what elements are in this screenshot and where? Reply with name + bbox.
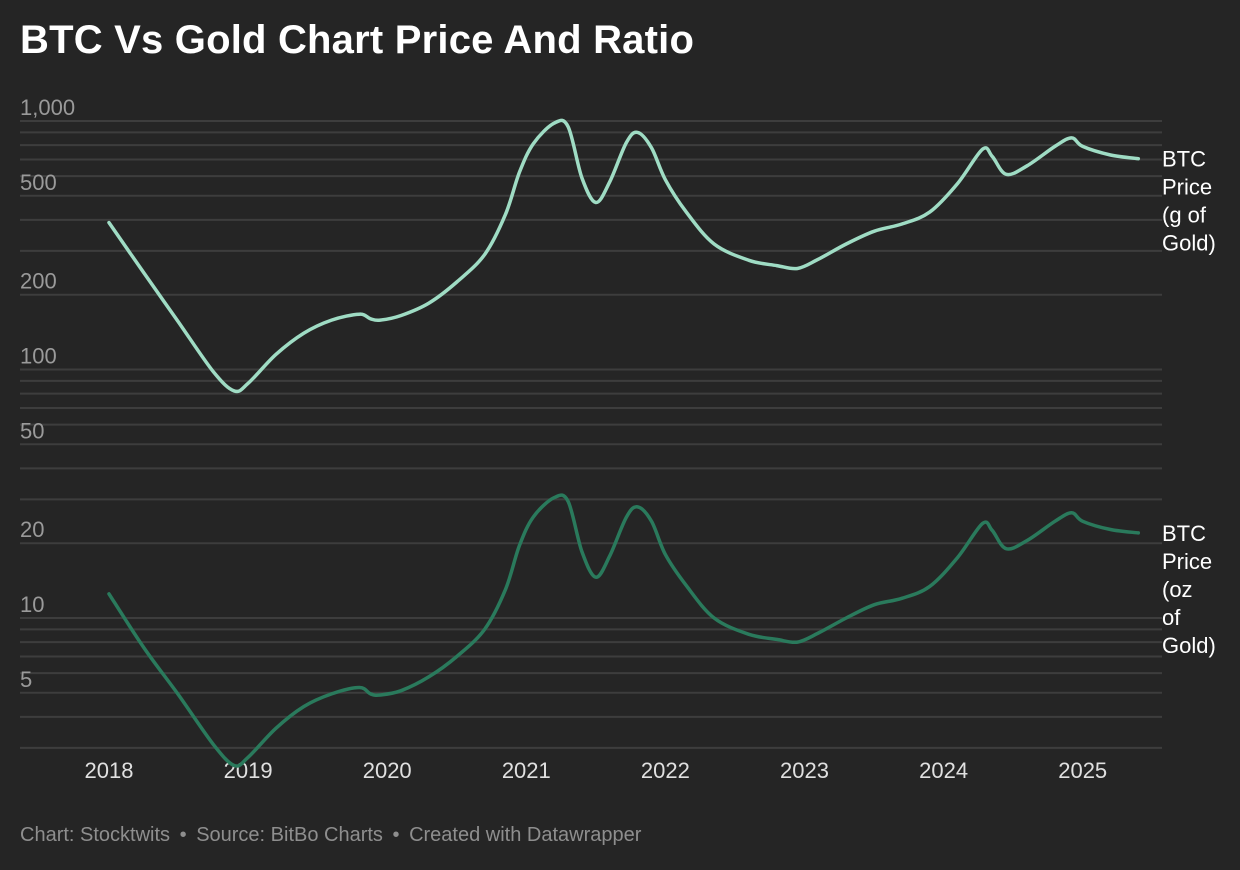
series-lines: [107, 118, 1141, 768]
x-tick-label: 2019: [224, 758, 273, 783]
chart-footer: Chart: Stocktwits • Source: BitBo Charts…: [20, 824, 641, 847]
x-tick-label: 2024: [919, 758, 968, 783]
y-tick-label: 5: [20, 667, 32, 692]
x-tick-label: 2025: [1058, 758, 1107, 783]
series-line-2: [107, 493, 1141, 768]
series-label-line: (g of: [1162, 203, 1207, 228]
y-tick-label: 1,000: [20, 95, 75, 120]
series-label-line: BTC: [1162, 147, 1206, 172]
series-line-1: [107, 118, 1141, 394]
y-tick-label: 200: [20, 269, 57, 294]
footer-separator: •: [179, 824, 187, 846]
footer-separator: •: [392, 824, 400, 846]
y-axis-ticks: 1,000 500 200 100 50 20 10 5: [20, 95, 75, 692]
y-tick-label: 50: [20, 418, 44, 443]
chart-title: BTC Vs Gold Chart Price And Ratio: [20, 18, 695, 62]
series-label-line: BTC: [1162, 521, 1206, 546]
series-label-line: Price: [1162, 175, 1212, 200]
chart-credit: Chart: Stocktwits: [20, 824, 171, 846]
series-label-line: of: [1162, 605, 1181, 630]
created-with: Created with Datawrapper: [409, 824, 642, 846]
y-tick-label: 100: [20, 344, 57, 369]
series-label-line: Gold): [1162, 633, 1216, 658]
x-tick-label: 2021: [502, 758, 551, 783]
y-tick-label: 10: [20, 592, 44, 617]
series-label-line: Gold): [1162, 231, 1216, 256]
series-label-line: Price: [1162, 549, 1212, 574]
chart-source: Source: BitBo Charts: [196, 824, 383, 846]
series-label-line: (oz: [1162, 577, 1193, 602]
x-tick-label: 2022: [641, 758, 690, 783]
x-tick-label: 2018: [85, 758, 134, 783]
grid-lines: [20, 120, 1162, 749]
y-tick-label: 20: [20, 517, 44, 542]
x-tick-label: 2020: [363, 758, 412, 783]
x-axis-ticks: 2018 2019 2020 2021 2022 2023 2024 2025: [85, 758, 1108, 783]
series-labels: BTC Price (g of Gold) BTC Price (oz of Gold): [1162, 147, 1216, 658]
x-tick-label: 2023: [780, 758, 829, 783]
y-tick-label: 500: [20, 170, 57, 195]
